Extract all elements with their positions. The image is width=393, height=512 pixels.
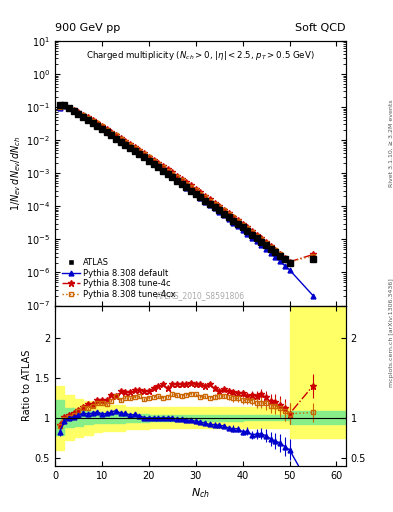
Text: ATLAS_2010_S8591806: ATLAS_2010_S8591806	[156, 291, 245, 300]
X-axis label: $N_{ch}$: $N_{ch}$	[191, 486, 210, 500]
Y-axis label: $1/N_{ev}\/ dN_{ev}/dN_{ch}$: $1/N_{ev}\/ dN_{ev}/dN_{ch}$	[9, 136, 23, 211]
Text: 900 GeV pp: 900 GeV pp	[55, 23, 120, 33]
Text: Soft QCD: Soft QCD	[296, 23, 346, 33]
Text: Charged multiplicity ($N_{ch}>0$, $|\eta|<2.5$, $p_{T}>0.5$ GeV): Charged multiplicity ($N_{ch}>0$, $|\eta…	[86, 49, 315, 62]
Text: mcplots.cern.ch [arXiv:1306.3436]: mcplots.cern.ch [arXiv:1306.3436]	[389, 279, 393, 387]
Legend: ATLAS, Pythia 8.308 default, Pythia 8.308 tune-4c, Pythia 8.308 tune-4cx: ATLAS, Pythia 8.308 default, Pythia 8.30…	[59, 255, 178, 302]
Y-axis label: Ratio to ATLAS: Ratio to ATLAS	[22, 350, 32, 421]
Text: Rivet 3.1.10, ≥ 3.2M events: Rivet 3.1.10, ≥ 3.2M events	[389, 99, 393, 187]
